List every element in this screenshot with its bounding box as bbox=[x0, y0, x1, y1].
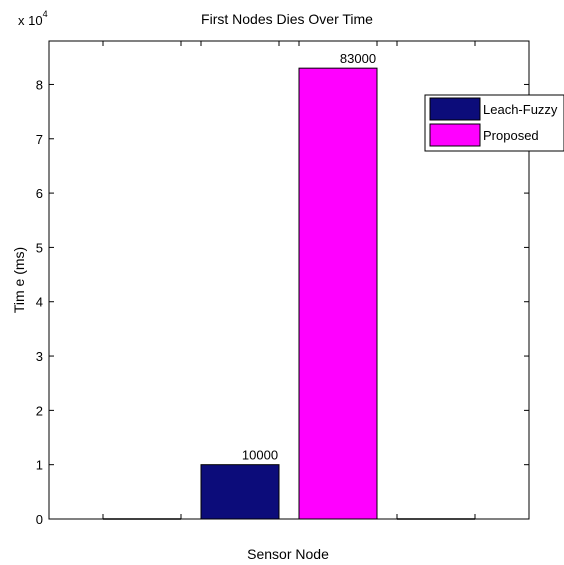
y-tick-label: 0 bbox=[36, 512, 43, 527]
bar-data-label: 10000 bbox=[242, 448, 278, 463]
legend-label: Leach-Fuzzy bbox=[483, 102, 558, 117]
chart-title: First Nodes Dies Over Time bbox=[201, 11, 373, 27]
legend: Leach-Fuzzy Proposed bbox=[424, 94, 564, 152]
y-axis-label: Tim e (ms) bbox=[11, 247, 27, 313]
legend-swatch bbox=[429, 97, 481, 121]
y-multiplier: x 104 bbox=[18, 9, 48, 28]
x-axis-label: Sensor Node bbox=[247, 546, 329, 562]
y-tick-label: 8 bbox=[36, 77, 43, 92]
bar-leach-fuzzy bbox=[200, 464, 280, 520]
y-tick-label: 2 bbox=[36, 403, 43, 418]
bar-proposed bbox=[298, 67, 378, 520]
legend-swatch bbox=[429, 123, 481, 147]
y-tick-label: 3 bbox=[36, 349, 43, 364]
legend-label: Proposed bbox=[483, 128, 539, 143]
y-tick-label: 7 bbox=[36, 132, 43, 147]
bar-data-label: 83000 bbox=[340, 51, 376, 66]
y-tick-label: 4 bbox=[36, 295, 43, 310]
y-multiplier-exponent: 4 bbox=[43, 9, 48, 19]
y-axis-ticks: 0 1 2 3 4 5 6 7 8 bbox=[36, 77, 529, 527]
bars: 10000 83000 bbox=[103, 51, 475, 520]
y-tick-label: 1 bbox=[36, 458, 43, 473]
y-multiplier-base: x 10 bbox=[18, 13, 43, 28]
y-tick-label: 6 bbox=[36, 186, 43, 201]
y-tick-label: 5 bbox=[36, 240, 43, 255]
